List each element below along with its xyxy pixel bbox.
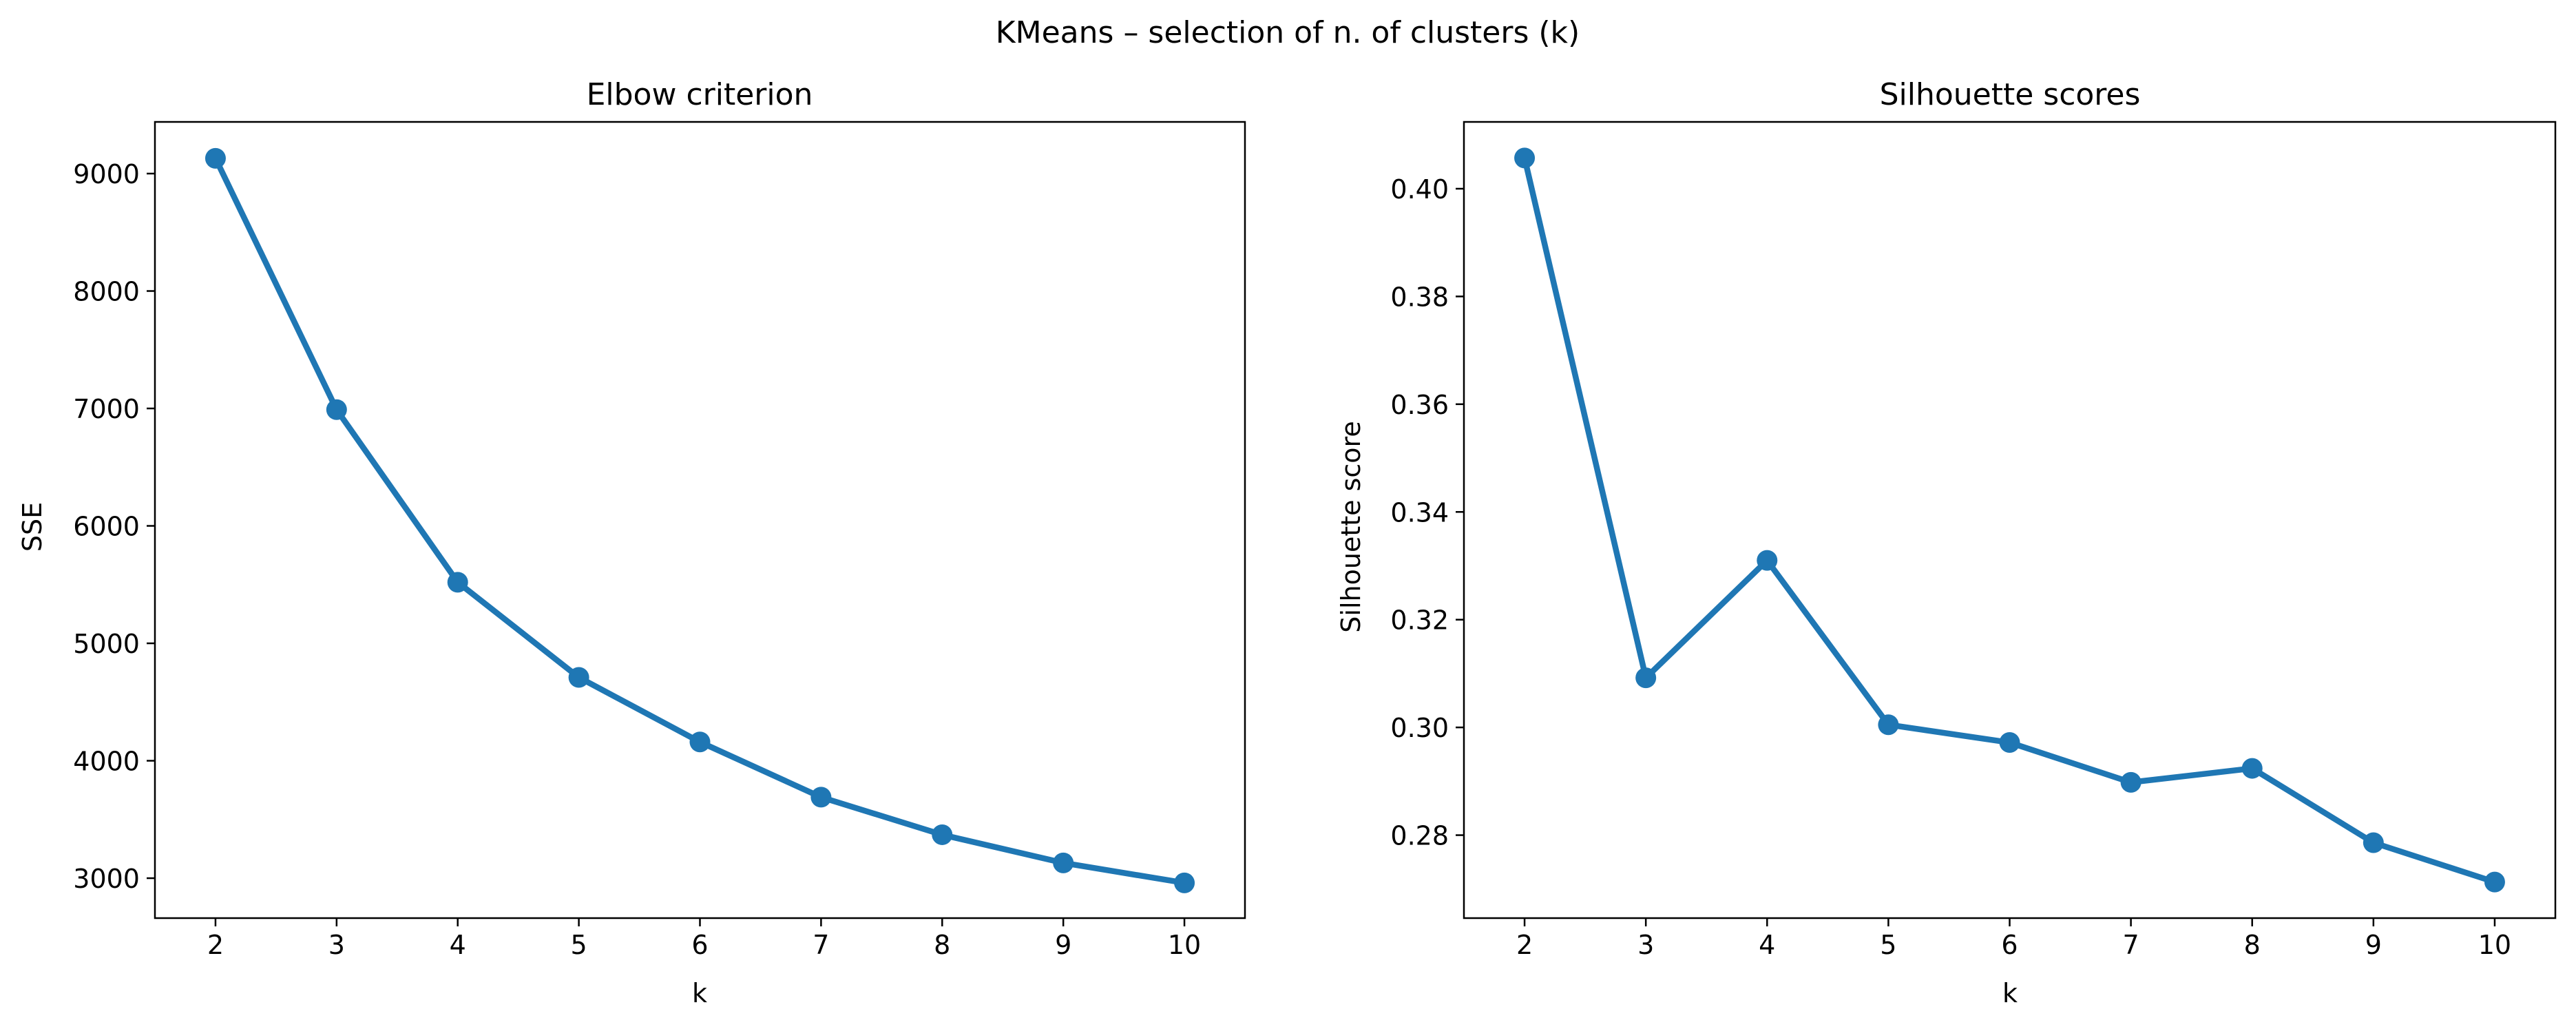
silhouette-data-point bbox=[1878, 714, 1899, 736]
elbow-y-tick-label: 3000 bbox=[73, 864, 140, 894]
elbow-chart-title: Elbow criterion bbox=[587, 77, 813, 112]
elbow-x-tick-label: 10 bbox=[1168, 930, 1201, 960]
silhouette-y-tick-label: 0.28 bbox=[1390, 821, 1449, 851]
elbow-data-point bbox=[689, 731, 711, 753]
silhouette-x-axis-label: k bbox=[2002, 978, 2018, 1008]
elbow-y-tick-label: 9000 bbox=[73, 159, 140, 189]
elbow-chart: Elbow criterion k SSE 2 3 4 5 6 7 8 9 10 3000 4000… bbox=[17, 77, 1246, 1008]
silhouette-data-point bbox=[2241, 758, 2263, 779]
elbow-y-tick-label: 7000 bbox=[73, 394, 140, 424]
elbow-x-tick-label: 2 bbox=[207, 930, 224, 960]
silhouette-data-point bbox=[1999, 732, 2020, 753]
elbow-y-tick-label: 6000 bbox=[73, 512, 140, 542]
silhouette-x-tick-label: 9 bbox=[2365, 930, 2382, 960]
silhouette-y-tick-label: 0.38 bbox=[1390, 282, 1449, 312]
elbow-x-tick-label: 6 bbox=[691, 930, 708, 960]
silhouette-data-point bbox=[2363, 832, 2384, 853]
silhouette-x-tick-label: 3 bbox=[1637, 930, 1654, 960]
elbow-y-tick-label: 4000 bbox=[73, 747, 140, 777]
silhouette-x-tick-label: 6 bbox=[2001, 930, 2018, 960]
elbow-axes-frame bbox=[154, 121, 1246, 919]
silhouette-y-axis-label: Silhouette score bbox=[1336, 421, 1366, 632]
silhouette-x-tick-label: 5 bbox=[1880, 930, 1896, 960]
silhouette-data-point bbox=[1635, 667, 1657, 689]
elbow-y-tick-label: 5000 bbox=[73, 629, 140, 659]
silhouette-y-tick-label: 0.32 bbox=[1390, 605, 1449, 636]
silhouette-x-tick-label: 10 bbox=[2478, 930, 2511, 960]
elbow-x-tick-label: 4 bbox=[450, 930, 466, 960]
silhouette-data-point bbox=[1757, 550, 1778, 571]
elbow-y-tick-label: 8000 bbox=[73, 277, 140, 307]
silhouette-y-tick-label: 0.36 bbox=[1390, 390, 1449, 420]
figure-suptitle: KMeans – selection of n. of clusters (k) bbox=[996, 15, 1580, 50]
elbow-data-point bbox=[932, 824, 953, 845]
elbow-x-tick-label: 3 bbox=[328, 930, 345, 960]
elbow-data-point bbox=[447, 572, 468, 593]
silhouette-data-point bbox=[1514, 147, 1536, 169]
elbow-data-point bbox=[326, 399, 347, 420]
elbow-x-tick-label: 8 bbox=[934, 930, 950, 960]
elbow-data-point bbox=[205, 147, 226, 169]
silhouette-chart-title: Silhouette scores bbox=[1880, 77, 2141, 112]
silhouette-chart: Silhouette scores k Silhouette score 2 3 4… bbox=[1336, 77, 2557, 1008]
elbow-x-tick-label: 9 bbox=[1055, 930, 1071, 960]
elbow-y-axis-label: SSE bbox=[17, 502, 48, 552]
silhouette-x-tick-label: 7 bbox=[2123, 930, 2139, 960]
silhouette-data-point bbox=[2484, 871, 2505, 893]
elbow-x-tick-label: 7 bbox=[813, 930, 829, 960]
silhouette-y-tick-label: 0.30 bbox=[1390, 713, 1449, 743]
elbow-data-point bbox=[1053, 852, 1074, 873]
elbow-data-point bbox=[1174, 872, 1195, 893]
silhouette-data-point bbox=[2120, 771, 2142, 793]
silhouette-y-tick-label: 0.34 bbox=[1390, 497, 1449, 528]
elbow-data-point bbox=[810, 787, 832, 808]
elbow-data-point bbox=[568, 667, 589, 688]
silhouette-x-tick-label: 4 bbox=[1759, 930, 1775, 960]
silhouette-x-tick-label: 2 bbox=[1516, 930, 1533, 960]
silhouette-x-tick-label: 8 bbox=[2244, 930, 2261, 960]
silhouette-y-tick-label: 0.40 bbox=[1390, 174, 1449, 205]
elbow-x-axis-label: k bbox=[692, 978, 707, 1008]
silhouette-axes-frame bbox=[1463, 121, 2557, 919]
elbow-x-tick-label: 5 bbox=[571, 930, 587, 960]
